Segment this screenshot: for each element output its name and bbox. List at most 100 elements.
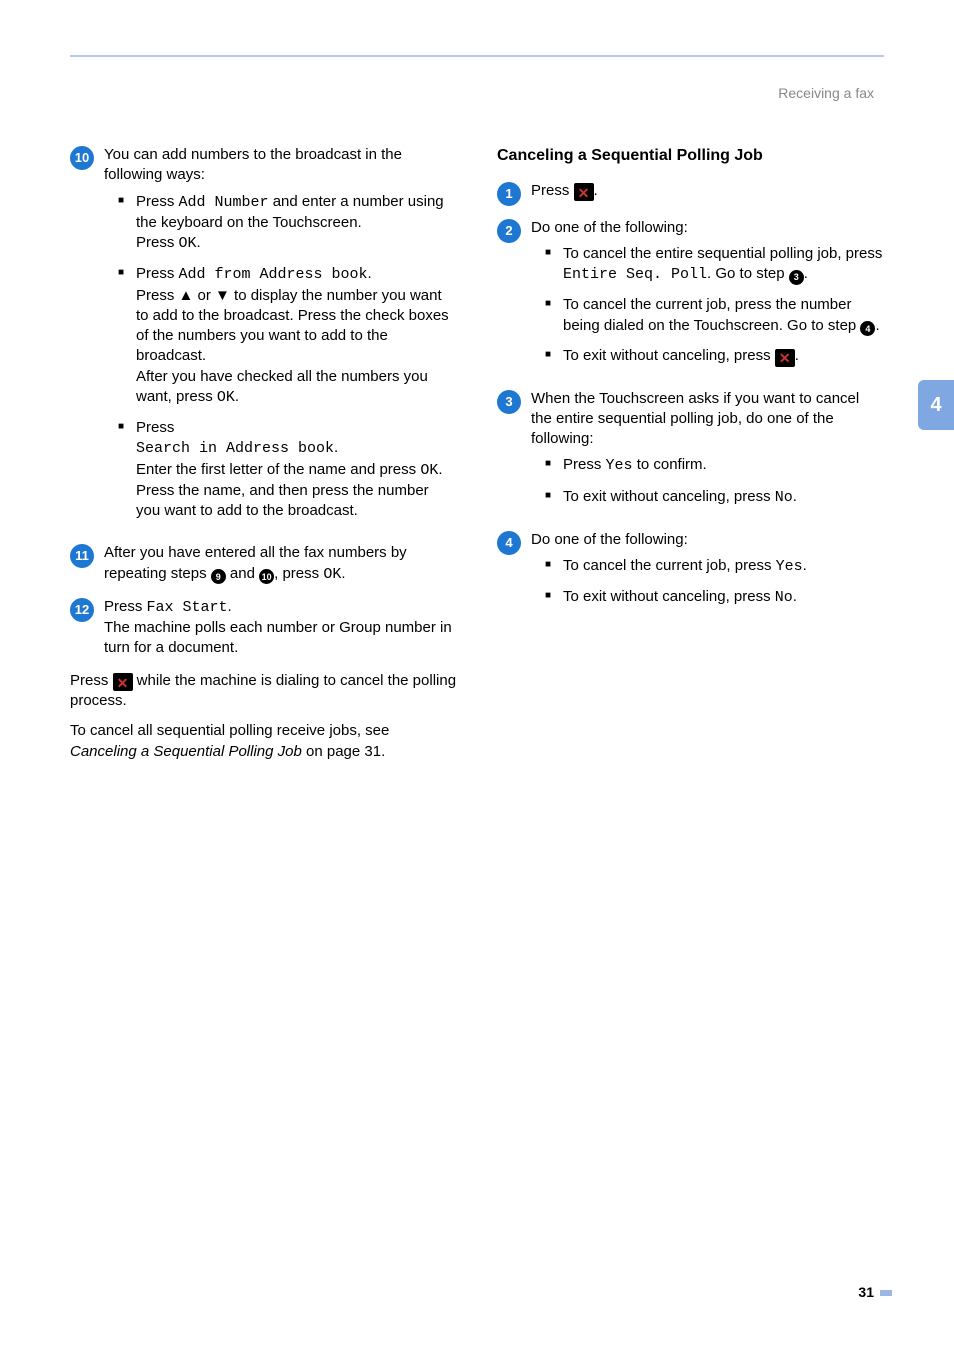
- step-c3-body: When the Touchscreen asks if you want to…: [531, 389, 884, 518]
- text: .: [804, 265, 808, 282]
- step-badge-12: 12: [70, 598, 94, 622]
- text: .: [334, 439, 338, 456]
- mono-text: Fax Start: [147, 599, 228, 616]
- right-column: Canceling a Sequential Polling Job 1 Pre…: [497, 145, 884, 762]
- step-10-body: You can add numbers to the broadcast in …: [104, 145, 457, 531]
- list-item: To cancel the current job, press Yes.: [549, 556, 884, 577]
- step-c2-body: Do one of the following: To cancel the e…: [531, 218, 884, 377]
- text: .: [795, 347, 799, 364]
- step-badge-c1: 1: [497, 182, 521, 206]
- text: Press: [563, 456, 606, 473]
- step-11-body: After you have entered all the fax numbe…: [104, 543, 457, 585]
- step-c3: 3 When the Touchscreen asks if you want …: [497, 389, 884, 518]
- cancel-dialing-para: Press ✕ while the machine is dialing to …: [70, 671, 457, 712]
- list-item: To cancel the current job, press the num…: [549, 295, 884, 336]
- text: .: [197, 234, 201, 251]
- text: Press ▲ or ▼ to display the number you w…: [136, 287, 449, 365]
- list-item: Press Yes to confirm.: [549, 455, 884, 476]
- step-badge-c4: 4: [497, 531, 521, 555]
- content-columns: 10 You can add numbers to the broadcast …: [70, 145, 884, 762]
- xref-title: Canceling a Sequential Polling Job: [70, 743, 302, 760]
- mono-text: No: [775, 589, 793, 606]
- left-column: 10 You can add numbers to the broadcast …: [70, 145, 457, 762]
- text: Press: [531, 182, 574, 199]
- page: Receiving a fax 4 10 You can add numbers…: [0, 0, 954, 1350]
- ref-dot-3: 3: [789, 270, 804, 285]
- list-item: To exit without canceling, press ✕.: [549, 346, 884, 367]
- mono-text: OK: [217, 389, 235, 406]
- text: Press: [104, 598, 147, 615]
- ref-dot-9: 9: [211, 569, 226, 584]
- top-rule: [70, 55, 884, 57]
- list-item: To exit without canceling, press No.: [549, 487, 884, 508]
- text: .: [793, 588, 797, 605]
- step-10: 10 You can add numbers to the broadcast …: [70, 145, 457, 531]
- list-item: To exit without canceling, press No.: [549, 587, 884, 608]
- step-c2: 2 Do one of the following: To cancel the…: [497, 218, 884, 377]
- mono-text: Entire Seq. Poll: [563, 266, 707, 283]
- text: To cancel the current job, press the num…: [563, 296, 860, 333]
- text: The machine polls each number or Group n…: [104, 619, 452, 656]
- step-11: 11 After you have entered all the fax nu…: [70, 543, 457, 585]
- mono-text: Add Number: [179, 194, 269, 211]
- cancel-icon: ✕: [775, 349, 795, 367]
- text: and: [226, 565, 259, 582]
- mono-text: Search in Address book: [136, 440, 334, 457]
- step-badge-11: 11: [70, 544, 94, 568]
- text: .: [341, 565, 345, 582]
- ref-dot-10: 10: [259, 569, 274, 584]
- cancel-icon: ✕: [113, 673, 133, 691]
- cancel-icon: ✕: [574, 183, 594, 201]
- text: .: [235, 388, 239, 405]
- step-badge-c3: 3: [497, 390, 521, 414]
- text: .: [594, 182, 598, 199]
- text: After you have checked all the numbers y…: [136, 368, 428, 405]
- mono-text: OK: [179, 235, 197, 252]
- step-10-bullets: Press Add Number and enter a number usin…: [104, 192, 457, 522]
- list-item: Press Add Number and enter a number usin…: [122, 192, 457, 255]
- mono-text: Add from Address book: [179, 266, 368, 283]
- text: Press: [136, 265, 179, 282]
- text: .: [228, 598, 232, 615]
- text: Press: [136, 193, 179, 210]
- text: . Go to step: [707, 265, 789, 282]
- see-also-para: To cancel all sequential polling receive…: [70, 721, 457, 762]
- page-number: 31: [858, 1284, 874, 1300]
- step-badge-10: 10: [70, 146, 94, 170]
- step-12-body: Press Fax Start. The machine polls each …: [104, 597, 457, 659]
- list-item: To cancel the entire sequential polling …: [549, 244, 884, 286]
- step-c4-bullets: To cancel the current job, press Yes. To…: [531, 556, 884, 609]
- list-item: Press Search in Address book. Enter the …: [122, 418, 457, 521]
- step-c1-body: Press ✕.: [531, 181, 884, 202]
- mono-text: Yes: [776, 558, 803, 575]
- text: on page 31.: [302, 743, 385, 760]
- text: Press: [136, 419, 174, 436]
- text: Press: [70, 672, 113, 689]
- step-c2-bullets: To cancel the entire sequential polling …: [531, 244, 884, 367]
- step-c3-bullets: Press Yes to confirm. To exit without ca…: [531, 455, 884, 508]
- list-item: Press Add from Address book. Press ▲ or …: [122, 264, 457, 408]
- text: Do one of the following:: [531, 219, 688, 236]
- text: .: [368, 265, 372, 282]
- step-10-intro: You can add numbers to the broadcast in …: [104, 146, 402, 183]
- step-c1: 1 Press ✕.: [497, 181, 884, 206]
- mono-text: OK: [420, 462, 438, 479]
- text: To cancel the current job, press: [563, 557, 776, 574]
- text: To exit without canceling, press: [563, 488, 775, 505]
- text: To exit without canceling, press: [563, 588, 775, 605]
- text: Press the name, and then press the numbe…: [136, 482, 429, 519]
- chapter-tab: 4: [918, 380, 954, 430]
- mono-text: OK: [323, 566, 341, 583]
- text: .: [438, 461, 442, 478]
- section-header: Receiving a fax: [778, 85, 874, 101]
- text: To cancel all sequential polling receive…: [70, 722, 389, 739]
- mono-text: Yes: [606, 457, 633, 474]
- mono-text: No: [775, 489, 793, 506]
- text: Press: [136, 234, 179, 251]
- text: .: [793, 488, 797, 505]
- text: To exit without canceling, press: [563, 347, 775, 364]
- text: Do one of the following:: [531, 531, 688, 548]
- text: To cancel the entire sequential polling …: [563, 245, 882, 262]
- text: .: [875, 317, 879, 334]
- step-12: 12 Press Fax Start. The machine polls ea…: [70, 597, 457, 659]
